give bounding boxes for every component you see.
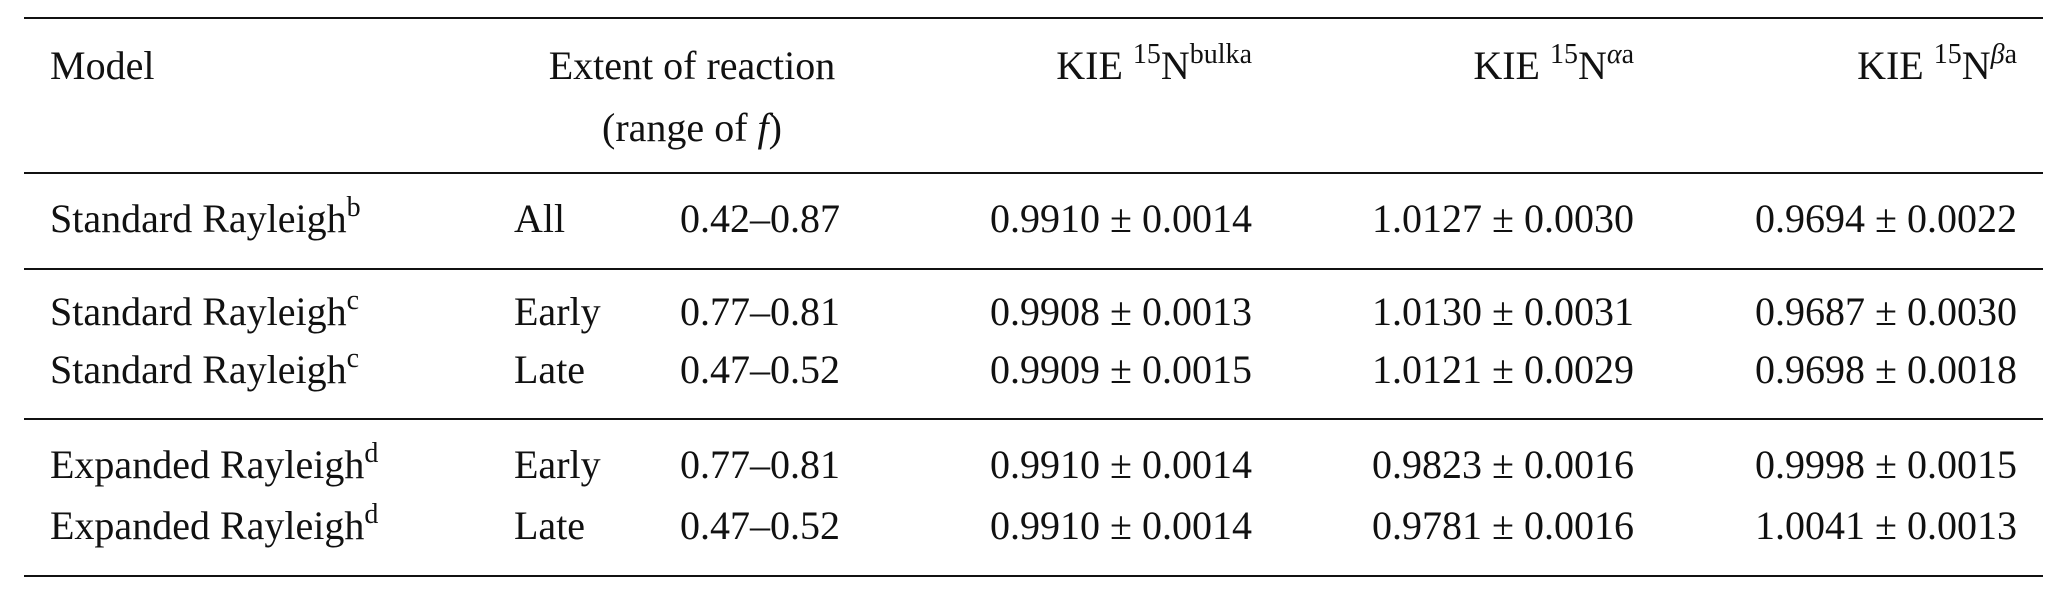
- range: 0.77–0.81: [680, 289, 840, 334]
- header-extent: Extent of reaction: [549, 46, 836, 86]
- header-text: KIE: [1857, 43, 1924, 88]
- extent-cell: Late: [514, 350, 585, 390]
- model-name: Standard Rayleigh: [50, 289, 347, 334]
- header-isotope: 15: [1549, 39, 1578, 70]
- kie-value: 1.0130 ± 0.0031: [1372, 289, 1634, 334]
- extent: All: [514, 196, 566, 241]
- header-text: KIE: [1473, 43, 1540, 88]
- kie-bulk-cell: 0.9910 ± 0.0014: [990, 506, 1252, 546]
- kie-value: 0.9910 ± 0.0014: [990, 196, 1252, 241]
- header-note: a: [2004, 39, 2017, 70]
- kie-alpha-cell: 0.9781 ± 0.0016: [1372, 506, 1634, 546]
- range-cell: 0.47–0.52: [680, 506, 840, 546]
- kie-bulk-cell: 0.9910 ± 0.0014: [990, 445, 1252, 485]
- range-cell: 0.77–0.81: [680, 445, 840, 485]
- footnote-mark: c: [346, 285, 360, 316]
- header-isotope: 15: [1132, 39, 1161, 70]
- header-text: N: [1961, 43, 1991, 88]
- model-name: Standard Rayleigh: [50, 196, 347, 241]
- header-extent-range: (range of f): [602, 108, 782, 148]
- kie-value: 0.9908 ± 0.0013: [990, 289, 1252, 334]
- kie-alpha-cell: 1.0121 ± 0.0029: [1372, 350, 1634, 390]
- kie-value: 0.9694 ± 0.0022: [1755, 196, 2017, 241]
- header-position: α: [1606, 39, 1622, 70]
- footnote-mark: d: [364, 499, 379, 530]
- header-kie_bulk: KIE 15Nbulka: [1056, 41, 1252, 88]
- kie-value: 0.9698 ± 0.0018: [1755, 347, 2017, 392]
- model-cell: Standard Rayleighc: [50, 287, 359, 334]
- header-var: f: [757, 105, 769, 150]
- range-cell: 0.47–0.52: [680, 350, 840, 390]
- extent: Late: [514, 503, 586, 548]
- header-note: a: [1239, 39, 1252, 70]
- kie-value: 0.9910 ± 0.0014: [990, 442, 1252, 487]
- kie-value: 0.9909 ± 0.0015: [990, 347, 1252, 392]
- header-text: KIE: [1056, 43, 1123, 88]
- kie-value: 0.9687 ± 0.0030: [1755, 289, 2017, 334]
- model-cell: Expanded Rayleighd: [50, 440, 378, 487]
- range: 0.47–0.52: [680, 347, 840, 392]
- kie-alpha-cell: 0.9823 ± 0.0016: [1372, 445, 1634, 485]
- header-kie_beta: KIE 15Nβa: [1857, 41, 2017, 88]
- kie-value: 0.9998 ± 0.0015: [1755, 442, 2017, 487]
- header-text: ): [768, 105, 782, 150]
- kie-alpha-cell: 1.0130 ± 0.0031: [1372, 292, 1634, 332]
- kie-bulk-cell: 0.9909 ± 0.0015: [990, 350, 1252, 390]
- kie-beta-cell: 0.9687 ± 0.0030: [1755, 292, 2017, 332]
- header-text: (range of: [602, 105, 748, 150]
- extent-cell: All: [514, 199, 565, 239]
- footnote-mark: c: [346, 343, 360, 374]
- header-model: Model: [50, 46, 154, 86]
- header-isotope: 15: [1933, 39, 1962, 70]
- extent-cell: Late: [514, 506, 585, 546]
- range: 0.47–0.52: [680, 503, 840, 548]
- kie-bulk-cell: 0.9908 ± 0.0013: [990, 292, 1252, 332]
- range: 0.77–0.81: [680, 442, 840, 487]
- kie-value: 1.0041 ± 0.0013: [1755, 503, 2017, 548]
- footnote-mark: d: [364, 438, 379, 469]
- kie-beta-cell: 0.9998 ± 0.0015: [1755, 445, 2017, 485]
- header-text: Extent of reaction: [548, 43, 836, 88]
- model-name: Expanded Rayleigh: [50, 503, 365, 548]
- header-position: bulk: [1189, 39, 1240, 70]
- range: 0.42–0.87: [680, 196, 840, 241]
- table-rule: [24, 268, 2043, 270]
- kie-value: 1.0127 ± 0.0030: [1372, 196, 1634, 241]
- kie-bulk-cell: 0.9910 ± 0.0014: [990, 199, 1252, 239]
- extent-cell: Early: [514, 292, 601, 332]
- model-cell: Standard Rayleighc: [50, 345, 359, 392]
- table-rule: [24, 172, 2043, 174]
- model-name: Standard Rayleigh: [50, 347, 347, 392]
- kie-value: 1.0121 ± 0.0029: [1372, 347, 1634, 392]
- header-text: Model: [50, 43, 155, 88]
- kie-value: 0.9823 ± 0.0016: [1372, 442, 1634, 487]
- model-cell: Expanded Rayleighd: [50, 501, 378, 548]
- table-rule: [24, 418, 2043, 420]
- model-cell: Standard Rayleighb: [50, 194, 361, 241]
- model-name: Expanded Rayleigh: [50, 442, 365, 487]
- header-note: a: [1621, 39, 1634, 70]
- extent: Early: [514, 289, 601, 334]
- kie-beta-cell: 0.9698 ± 0.0018: [1755, 350, 2017, 390]
- footnote-mark: b: [346, 192, 361, 223]
- kie-beta-cell: 0.9694 ± 0.0022: [1755, 199, 2017, 239]
- kie-alpha-cell: 1.0127 ± 0.0030: [1372, 199, 1634, 239]
- header-text: N: [1160, 43, 1190, 88]
- header-position: β: [1990, 39, 2005, 70]
- kie-beta-cell: 1.0041 ± 0.0013: [1755, 506, 2017, 546]
- range-cell: 0.42–0.87: [680, 199, 840, 239]
- header-text: N: [1577, 43, 1607, 88]
- table-rule: [24, 17, 2043, 19]
- range-cell: 0.77–0.81: [680, 292, 840, 332]
- extent: Early: [514, 442, 601, 487]
- extent: Late: [514, 347, 586, 392]
- extent-cell: Early: [514, 445, 601, 485]
- kie-value: 0.9781 ± 0.0016: [1372, 503, 1634, 548]
- header-kie_alpha: KIE 15Nαa: [1473, 41, 1634, 88]
- table-rule: [24, 575, 2043, 577]
- kie-value: 0.9910 ± 0.0014: [990, 503, 1252, 548]
